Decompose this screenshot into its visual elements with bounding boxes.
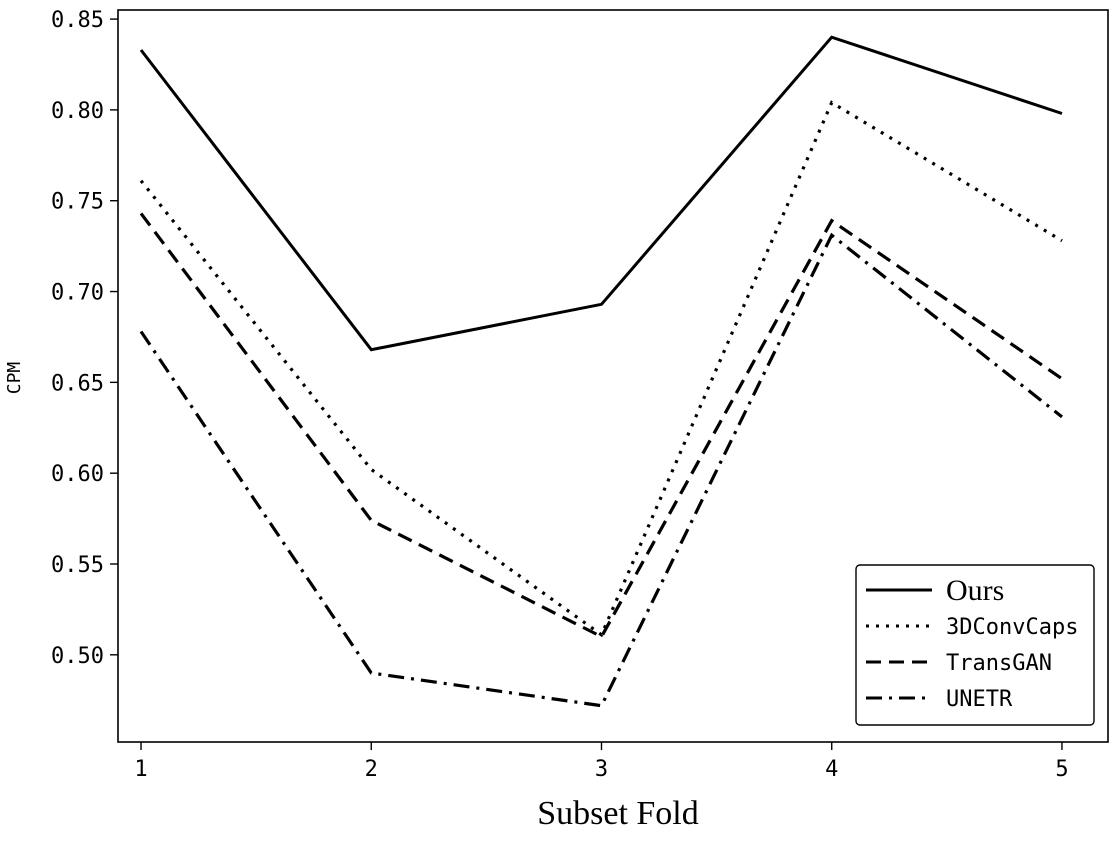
x-axis-label: Subset Fold [537, 795, 699, 832]
series-line-transgan [139, 212, 1063, 639]
x-tick-label: 3 [595, 757, 608, 782]
legend-label-3dconvcaps: 3DConvCaps [946, 615, 1078, 640]
series-line-3dconvcaps [139, 100, 1063, 638]
y-tick-label: 0.65 [51, 371, 104, 396]
plot-frame [117, 9, 1109, 743]
y-tick-label: 0.50 [51, 644, 104, 669]
x-tick-label: 2 [365, 757, 378, 782]
series-layer [139, 35, 1063, 708]
y-tick-label: 0.75 [51, 190, 104, 215]
legend-label-transgan: TransGAN [946, 651, 1052, 676]
y-axis-ticks: 0.50 0.55 0.60 0.65 0.70 0.75 0.80 0.85 [51, 8, 118, 669]
x-tick-label: 4 [825, 757, 838, 782]
y-tick-label: 0.60 [51, 462, 104, 487]
y-axis-label: CPM [4, 362, 25, 395]
x-tick-label: 1 [134, 757, 147, 782]
y-tick-label: 0.55 [51, 553, 104, 578]
y-tick-label: 0.80 [51, 99, 104, 124]
series-line-ours [139, 35, 1063, 352]
y-tick-label: 0.70 [51, 281, 104, 306]
legend-label-ours: Ours [946, 574, 1004, 607]
x-tick-label: 5 [1055, 757, 1068, 782]
legend-label-unetr: UNETR [946, 687, 1013, 712]
legend-box [855, 564, 1095, 726]
legend: Ours 3DConvCaps TransGAN UNETR [855, 564, 1095, 726]
series-line-unetr [139, 232, 1063, 708]
x-axis-ticks: 1 2 3 4 5 [134, 742, 1069, 782]
y-tick-label: 0.85 [51, 8, 104, 33]
